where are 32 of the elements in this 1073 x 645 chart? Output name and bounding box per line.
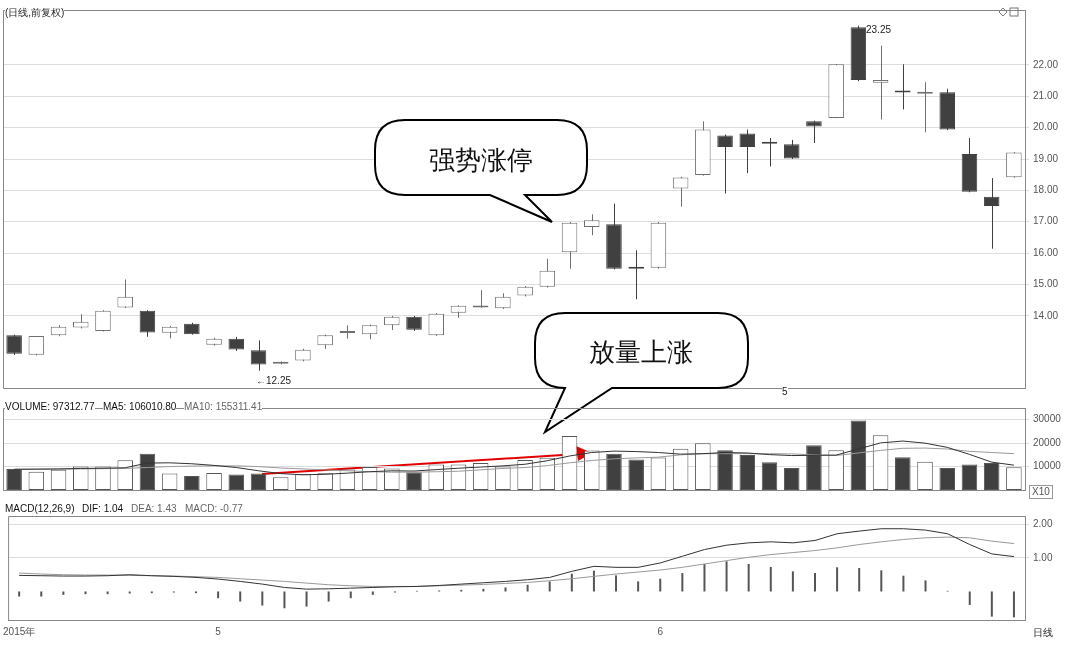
y-tick-label: 19.00 (1033, 152, 1059, 164)
annotation: ←12.25 (256, 375, 292, 387)
y-tick-label: 17.00 (1033, 215, 1059, 227)
y-tick-label: 2.00 (1033, 518, 1053, 530)
annotation: MA5: 106010.80 (103, 401, 177, 413)
text: X10 (1029, 485, 1053, 499)
x-tick-label: 2015年 (3, 625, 36, 637)
y-tick-label: 22.00 (1033, 58, 1059, 70)
x-tick-label: 5 (215, 625, 222, 637)
chart-title: (日线,前复权) (5, 7, 65, 19)
annotation: 放量上涨 (589, 337, 693, 367)
annotation: MA10: 155311.41 (184, 401, 263, 413)
y-tick-label: 30000 (1033, 413, 1062, 425)
y-tick-label: 1.00 (1033, 551, 1053, 563)
y-tick-label: 10000 (1033, 460, 1062, 472)
y-tick-label: 21.00 (1033, 90, 1059, 102)
x-tick-label: 6 (657, 625, 664, 637)
y-tick-label: 20000 (1033, 436, 1062, 448)
annotation: 23.25 (866, 24, 892, 36)
y-tick-label: 16.00 (1033, 246, 1059, 258)
text: MACD: -0.77 (185, 503, 243, 515)
y-tick-label: 14.00 (1033, 309, 1059, 321)
y-tick-label: 18.00 (1033, 184, 1059, 196)
annotation: 5 (782, 386, 788, 398)
y-tick-label: 20.00 (1033, 121, 1059, 133)
annotation: VOLUME: 97312.77 (5, 401, 95, 413)
y-tick-label: 15.00 (1033, 278, 1059, 290)
text: 日线 (1033, 627, 1053, 639)
text: MACD(12,26,9) (5, 503, 75, 515)
text: DEA: 1.43 (131, 503, 177, 515)
text: DIF: 1.04 (82, 503, 124, 515)
annotation: 强势涨停 (429, 145, 533, 175)
